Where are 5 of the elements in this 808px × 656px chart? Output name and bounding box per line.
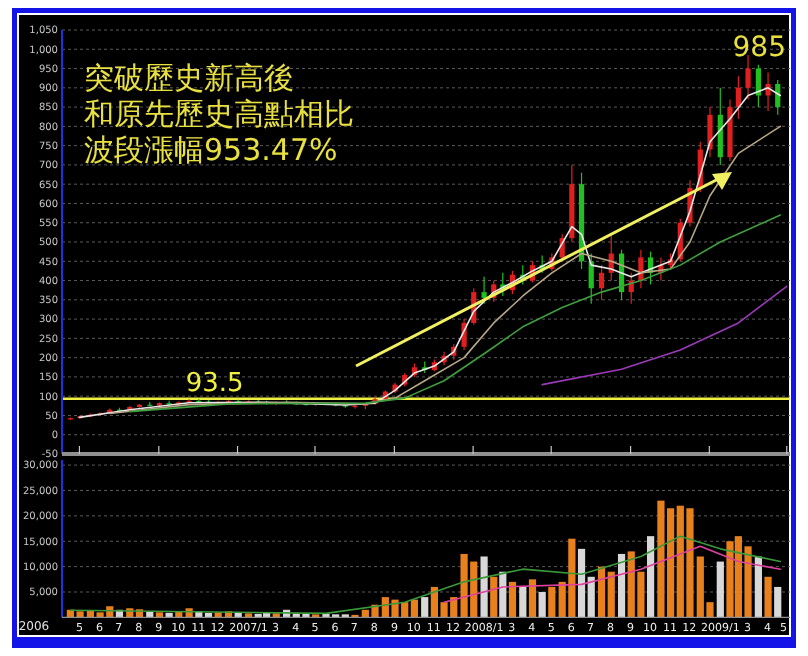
annotation: 突破歷史新高後 — [84, 60, 294, 96]
annotation: 波段漲幅953.47% — [84, 132, 338, 168]
annotation: 985 — [732, 32, 786, 64]
ref-line-label: 93.5 — [185, 368, 244, 399]
annotation: 和原先歷史高點相比 — [84, 96, 354, 132]
